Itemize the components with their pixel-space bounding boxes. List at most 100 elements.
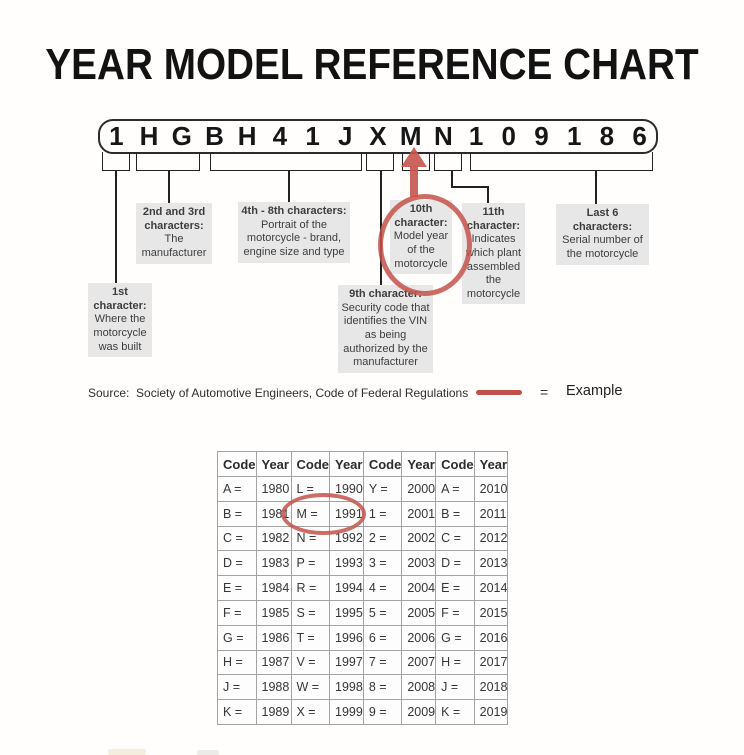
table-cell: 2013 [473, 550, 509, 577]
table-cell: 1987 [255, 649, 292, 676]
callout-last-6-body: Serial number of the motorcycle [562, 234, 643, 260]
table-cell: P = [290, 550, 330, 577]
equals-sign: = [540, 384, 549, 400]
vin-char-6: 4 [272, 121, 288, 151]
callout-9th-body: Security code that identifies the VIN as… [341, 301, 430, 369]
table-cell: 1993 [329, 550, 364, 577]
table-cell: 6 = [362, 624, 403, 651]
example-circle-m-1991 [281, 493, 366, 535]
vin-char-17: 6 [632, 121, 647, 151]
bracket-9th-char [366, 152, 394, 171]
table-cell: 2010 [473, 476, 509, 502]
table-cell: 2003 [401, 550, 437, 577]
table-cell: 1980 [255, 476, 292, 502]
table-row: A = 1980 L = 1990 Y = 2000 A = 2010 [217, 476, 509, 502]
table-cell: 2008 [401, 674, 437, 701]
table-cell: 2005 [401, 599, 437, 626]
table-cell: F = [217, 599, 257, 626]
page-title: YEAR MODEL REFERENCE CHART [45, 40, 699, 89]
vin-char-1: 1 [109, 121, 124, 151]
vin-char-8: J [338, 121, 353, 151]
vin-char-12: 1 [468, 121, 484, 151]
callout-11th-character: 11th character: Indicates which plant as… [462, 203, 525, 305]
table-cell: 1985 [255, 599, 292, 626]
table-cell: 1983 [255, 550, 292, 577]
callout-11th-body: Indicates which plant assembled the moto… [465, 233, 522, 300]
vin-char-4: B [205, 121, 224, 151]
vin-char-2: H [139, 121, 159, 151]
example-arrow-shaft [410, 166, 418, 197]
table-cell: B = [435, 500, 475, 527]
table-cell: 1984 [255, 575, 292, 601]
vin-char-13: 0 [501, 121, 517, 151]
table-cell: 5 = [362, 599, 403, 626]
callout-1st-heading: 1st character: [93, 286, 147, 312]
callout-1st-body: Where the motorcycle was built [93, 313, 147, 353]
column-header: Year [329, 451, 364, 477]
table-cell: 2011 [473, 500, 509, 527]
column-header: Year [255, 451, 292, 477]
connector-1st [115, 170, 117, 283]
table-cell: 2 = [362, 525, 403, 552]
vin-char-15: 1 [566, 121, 582, 151]
table-cell: 1994 [329, 575, 364, 601]
table-row: K = 1989 X = 1999 9 = 2009 K = 2019 [217, 699, 509, 725]
example-arrow-icon [401, 147, 427, 167]
table-row: E = 1984 R = 1994 4 = 2004 E = 2014 [217, 575, 509, 601]
table-cell: 2001 [401, 500, 437, 527]
table-cell: R = [290, 575, 330, 601]
column-header: Code [290, 451, 330, 477]
table-cell: 9 = [362, 699, 403, 725]
bracket-2nd-3rd [136, 152, 200, 171]
table-row: D = 1983 P = 1993 3 = 2003 D = 2013 [217, 550, 509, 577]
table-cell: 1989 [255, 699, 292, 725]
table-row: F = 1985 S = 1995 5 = 2005 F = 2015 [217, 599, 509, 626]
cropped-artifact [197, 750, 219, 755]
table-cell: 2002 [401, 525, 437, 552]
table-cell: 1988 [255, 674, 292, 701]
table-cell: 1999 [329, 699, 364, 725]
table-cell: Y = [362, 476, 403, 502]
vin-char-3: G [171, 121, 192, 151]
table-cell: F = [435, 599, 475, 626]
table-cell: X = [290, 699, 330, 725]
column-header: Code [435, 451, 475, 477]
table-cell: G = [217, 624, 257, 651]
table-cell: A = [435, 476, 475, 502]
table-cell: K = [435, 699, 475, 725]
table-cell: G = [435, 624, 475, 651]
table-cell: C = [435, 525, 475, 552]
cropped-artifact [108, 749, 146, 755]
year-code-table: Code Year Code Year Code Year Code Year … [217, 451, 509, 725]
table-cell: 2019 [473, 699, 509, 725]
callout-last-6-characters: Last 6 characters: Serial number of the … [556, 204, 649, 265]
connector-2nd-3rd [168, 170, 170, 203]
connector-11th-b [451, 186, 488, 188]
bracket-11th-char [434, 152, 462, 171]
vin-char-11: N [433, 121, 453, 151]
connector-4th-8th [288, 170, 290, 202]
vin-char-10: M [399, 121, 422, 151]
table-cell: B = [217, 500, 257, 527]
callout-9th-heading: 9th character: [349, 288, 422, 300]
table-cell: 1982 [255, 525, 292, 552]
table-row: C = 1982 N = 1992 2 = 2002 C = 2012 [217, 525, 509, 552]
table-cell: 1996 [329, 624, 364, 651]
table-cell: 1997 [329, 649, 364, 676]
bracket-4th-8th [210, 152, 362, 171]
table-row: J = 1988 W = 1998 8 = 2008 J = 2018 [217, 674, 509, 701]
source-text: Source: Society of Automotive Engineers,… [88, 386, 469, 400]
callout-2nd-3rd-characters: 2nd and 3rd characters: The manufacturer [136, 203, 212, 264]
column-header: Year [401, 451, 437, 477]
table-cell: H = [435, 649, 475, 676]
callout-1st-character: 1st character: Where the motorcycle was … [88, 283, 152, 358]
table-row: H = 1987 V = 1997 7 = 2007 H = 2017 [217, 649, 509, 676]
vin-char-16: 8 [599, 121, 615, 151]
column-header: Code [217, 451, 257, 477]
table-cell: 2014 [473, 575, 509, 601]
example-line-icon [476, 390, 522, 395]
bracket-1st-char [102, 152, 130, 171]
table-cell: 2015 [473, 599, 509, 626]
vin-bar: 1 H G B H 4 1 J X M N 1 0 9 1 8 6 [98, 119, 658, 154]
table-cell: 2012 [473, 525, 509, 552]
